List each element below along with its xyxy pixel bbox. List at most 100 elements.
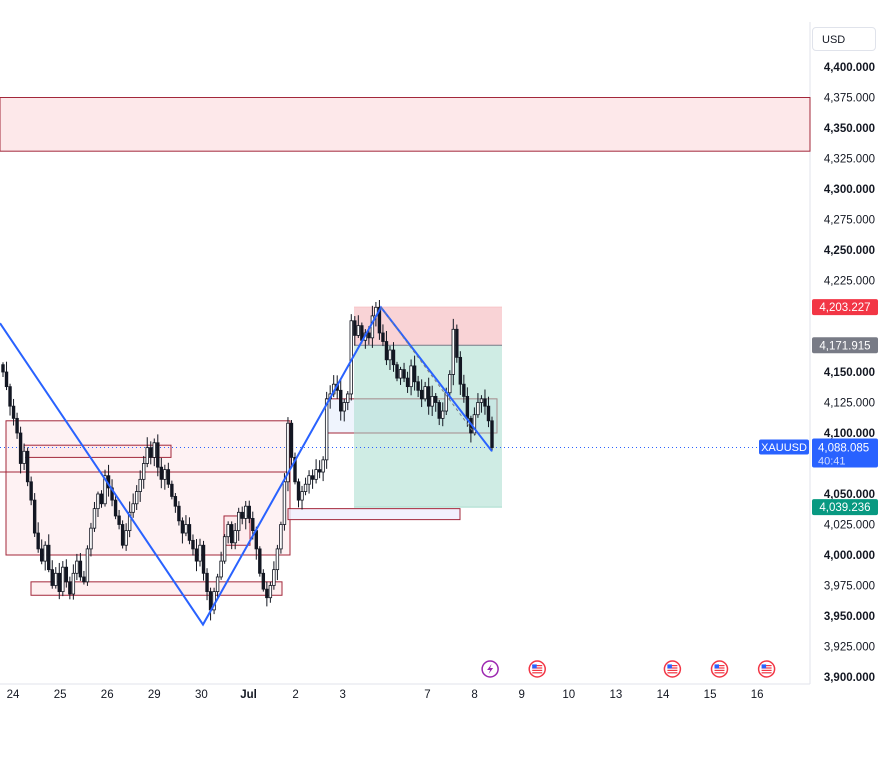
candle-body <box>110 487 114 501</box>
candle-body <box>483 398 487 407</box>
candle <box>89 522 93 557</box>
candle-body <box>138 478 142 492</box>
flag-stripe <box>667 669 678 671</box>
candle <box>39 539 44 565</box>
candle <box>251 511 255 540</box>
candle-body <box>416 381 420 391</box>
candle <box>170 480 174 500</box>
candle <box>219 551 223 580</box>
candle <box>145 437 149 468</box>
candle <box>254 526 258 560</box>
candle-body <box>237 511 241 531</box>
candle-body <box>233 530 237 544</box>
candle <box>78 553 83 581</box>
candle <box>317 460 322 479</box>
stop-loss-zone <box>354 307 502 346</box>
flag-stripe <box>532 669 543 671</box>
flag-canton <box>714 664 719 669</box>
candle <box>321 456 325 482</box>
us-flag-event-icon <box>663 660 682 678</box>
time-tick-label: 2 <box>292 689 298 701</box>
candle <box>472 407 477 436</box>
flag-stripe <box>667 672 678 674</box>
candle <box>187 517 192 545</box>
candle-body <box>321 459 325 473</box>
close-value: C4,088.085 <box>4 31 64 43</box>
ohlc-legend: C4,088.085 −33.275 (−0.81%) <box>4 31 170 43</box>
candle <box>388 345 392 370</box>
price-tick-label: 4,225.000 <box>824 276 875 288</box>
price-tick-label: 3,950.000 <box>824 611 875 623</box>
candle <box>434 393 438 412</box>
candle <box>237 507 241 541</box>
currency-button[interactable]: USD <box>812 27 876 51</box>
candle-body <box>166 469 171 485</box>
flag-stripe <box>714 667 725 669</box>
candle-body <box>78 560 83 578</box>
candle-body <box>4 371 9 388</box>
upper-resistance-zone <box>0 97 811 152</box>
candle-body <box>437 402 441 419</box>
candle-body <box>18 432 23 464</box>
candle-body <box>258 548 262 574</box>
candle <box>103 469 107 507</box>
lightning-shape <box>487 664 494 674</box>
candle <box>331 375 336 398</box>
candle <box>247 500 251 524</box>
candle <box>377 300 382 340</box>
candle-body <box>68 581 72 595</box>
candle <box>286 417 290 492</box>
candle <box>363 329 368 349</box>
flag-canton <box>667 664 672 669</box>
candle-body <box>398 369 403 379</box>
time-tick-label: 9 <box>518 689 524 701</box>
icon-ring <box>481 660 499 678</box>
price-tick-label: 3,900.000 <box>824 672 875 684</box>
candle-body <box>29 481 33 501</box>
flag-stripe <box>761 665 772 667</box>
candle-body <box>307 475 311 485</box>
candle-body <box>370 315 375 339</box>
change-value: −33.275 <box>69 31 112 43</box>
candle-body <box>187 524 192 541</box>
candle-body <box>82 576 86 583</box>
symbol-label: XAUUSD <box>761 442 807 454</box>
time-tick-label: 25 <box>54 689 67 701</box>
candle <box>486 396 491 428</box>
candle-body <box>486 405 491 422</box>
candle-body <box>57 572 61 592</box>
candle-body <box>194 548 199 562</box>
candle <box>138 470 142 502</box>
time-tick-label: 14 <box>657 689 670 701</box>
candle <box>423 381 427 402</box>
price-badge: 4,171.915 <box>812 337 878 354</box>
candle <box>268 581 273 603</box>
candle-body <box>381 332 385 342</box>
candle <box>462 374 466 403</box>
icon-ring <box>757 660 776 678</box>
candle <box>163 464 167 490</box>
candle <box>426 377 431 415</box>
candle <box>409 359 413 396</box>
candle-body <box>434 395 438 403</box>
candle-body <box>402 369 406 379</box>
candle-body <box>328 393 332 400</box>
price-tick-label: 4,250.000 <box>824 245 875 257</box>
demand-zone-small <box>223 515 251 546</box>
flag-stripe <box>761 672 772 674</box>
candle <box>75 553 79 581</box>
candle-body <box>314 469 318 480</box>
candle <box>212 587 216 615</box>
candle <box>226 521 230 544</box>
candle-body <box>244 505 248 519</box>
us-flag-event-icon <box>528 660 546 678</box>
candle-body <box>71 572 76 595</box>
candle <box>476 393 480 418</box>
candle <box>293 452 297 485</box>
candle-body <box>50 569 54 586</box>
candle <box>339 379 343 421</box>
plot-area <box>0 22 810 684</box>
candle-body <box>293 456 297 483</box>
